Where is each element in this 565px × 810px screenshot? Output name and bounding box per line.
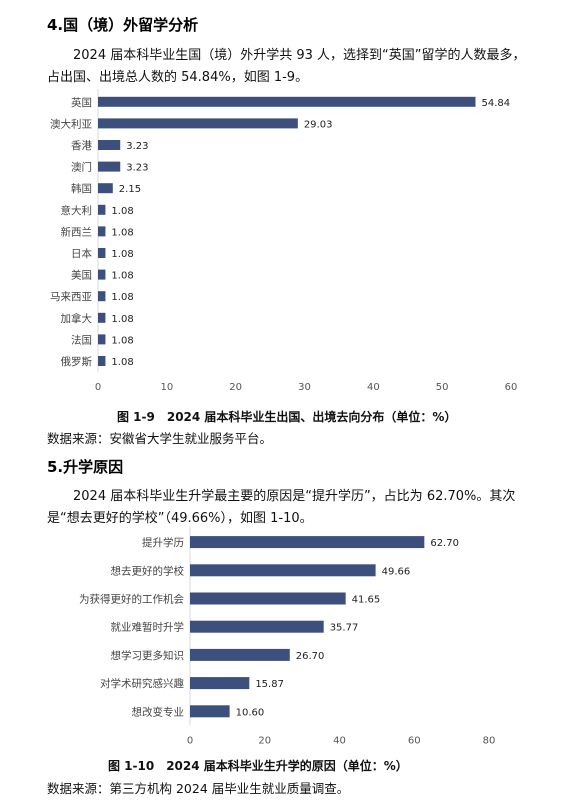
figure-1-9-source: 数据来源：安徽省大学生就业服务平台。 bbox=[47, 431, 273, 446]
data-label: 2.15 bbox=[119, 184, 141, 195]
category-label: 想学习更多知识 bbox=[111, 649, 185, 662]
x-tick-label: 10 bbox=[160, 382, 173, 393]
x-tick-label: 20 bbox=[258, 735, 271, 746]
bar bbox=[98, 140, 121, 150]
data-label: 62.70 bbox=[430, 538, 459, 549]
data-label: 1.08 bbox=[111, 271, 133, 282]
data-label: 29.03 bbox=[304, 119, 333, 130]
chart-overseas-destinations: 英国 54.84 澳大利亚 29.03 香港 3.23 澳门 3.23 韩国 2.15 意大利 1.0… bbox=[50, 89, 518, 393]
category-label: 意大利 bbox=[61, 204, 93, 217]
x-tick-label: 40 bbox=[333, 735, 346, 746]
data-label: 1.08 bbox=[111, 292, 133, 303]
x-tick-label: 20 bbox=[229, 382, 242, 393]
data-label: 41.65 bbox=[352, 595, 381, 606]
category-label: 日本 bbox=[71, 247, 92, 260]
data-label: 54.84 bbox=[481, 98, 510, 109]
category-label: 美国 bbox=[71, 269, 92, 282]
figure-1-9-caption: 图 1-9 2024 届本科毕业生出国、出境去向分布（单位：%） bbox=[117, 410, 457, 424]
category-label: 就业难暂时升学 bbox=[111, 621, 185, 634]
bar bbox=[190, 592, 346, 605]
data-label: 15.87 bbox=[255, 679, 284, 690]
bar bbox=[190, 705, 230, 718]
category-label: 马来西亚 bbox=[50, 291, 92, 303]
bar bbox=[98, 118, 298, 129]
category-label: 俄罗斯 bbox=[61, 355, 93, 368]
figure-1-10-caption: 图 1-10 2024 届本科毕业生升学的原因（单位：%） bbox=[108, 759, 408, 773]
data-label: 35.77 bbox=[330, 623, 359, 634]
data-label: 26.70 bbox=[296, 651, 325, 662]
bar bbox=[98, 291, 106, 302]
bar bbox=[190, 564, 376, 577]
bar bbox=[98, 96, 476, 107]
bar bbox=[98, 161, 121, 172]
data-label: 1.08 bbox=[111, 227, 133, 238]
x-tick-label: 50 bbox=[436, 382, 449, 393]
bar bbox=[98, 183, 113, 194]
x-tick-label: 60 bbox=[505, 382, 518, 393]
category-label: 香港 bbox=[71, 140, 92, 152]
data-label: 10.60 bbox=[236, 707, 265, 718]
category-label: 英国 bbox=[71, 96, 92, 109]
x-tick-label: 30 bbox=[298, 382, 311, 393]
chart-further-study-reasons: 提升学历 62.70 想去更好的学校 49.66 为获得更好的工作机会 41.65 就业难暂… bbox=[79, 526, 496, 746]
category-label: 提升学历 bbox=[142, 536, 184, 549]
x-tick-label: 40 bbox=[367, 382, 380, 393]
data-label: 1.08 bbox=[111, 249, 133, 260]
category-label: 想去更好的学校 bbox=[111, 564, 185, 577]
category-label: 澳大利亚 bbox=[50, 117, 92, 130]
bar bbox=[190, 648, 290, 661]
bar bbox=[98, 269, 106, 280]
category-label: 对学术研究感兴趣 bbox=[100, 677, 184, 690]
bar bbox=[190, 536, 425, 549]
bar bbox=[98, 334, 106, 345]
category-label: 加拿大 bbox=[61, 312, 93, 325]
category-label: 澳门 bbox=[71, 161, 92, 174]
data-label: 1.08 bbox=[111, 314, 133, 325]
bar bbox=[190, 677, 250, 690]
data-label: 1.08 bbox=[111, 335, 133, 346]
bar bbox=[98, 226, 106, 237]
section-5-heading: 5.升学原因 bbox=[47, 458, 124, 476]
bar bbox=[98, 248, 106, 258]
data-label: 49.66 bbox=[382, 566, 411, 577]
section-4-paragraph: 2024 届本科毕业生国（境）外升学共 93 人，选择到“英国”留学的人数最多，… bbox=[47, 48, 526, 85]
data-label: 3.23 bbox=[126, 163, 148, 174]
data-label: 3.23 bbox=[126, 141, 148, 152]
category-label: 新西兰 bbox=[61, 225, 93, 238]
figure-1-10-source: 数据来源：第三方机构 2024 届毕业生就业质量调查。 bbox=[47, 781, 350, 796]
section-4-heading: 4.国（境）外留学分析 bbox=[47, 16, 199, 34]
x-tick-label: 60 bbox=[408, 735, 421, 746]
x-tick-label: 80 bbox=[483, 735, 496, 746]
x-tick-label: 0 bbox=[95, 382, 101, 393]
data-label: 1.08 bbox=[111, 206, 133, 217]
bar bbox=[98, 312, 106, 323]
category-label: 为获得更好的工作机会 bbox=[79, 593, 184, 606]
bar bbox=[98, 356, 106, 366]
data-label: 1.08 bbox=[111, 357, 133, 368]
category-label: 想改变专业 bbox=[132, 705, 185, 718]
section-5-paragraph: 2024 届本科毕业生升学最主要的原因是“提升学历”，占比为 62.70%。其次… bbox=[47, 489, 516, 526]
x-tick-label: 0 bbox=[187, 735, 193, 746]
bar bbox=[190, 620, 324, 633]
bar bbox=[98, 204, 106, 215]
category-label: 韩国 bbox=[71, 182, 92, 195]
category-label: 法国 bbox=[71, 333, 92, 346]
